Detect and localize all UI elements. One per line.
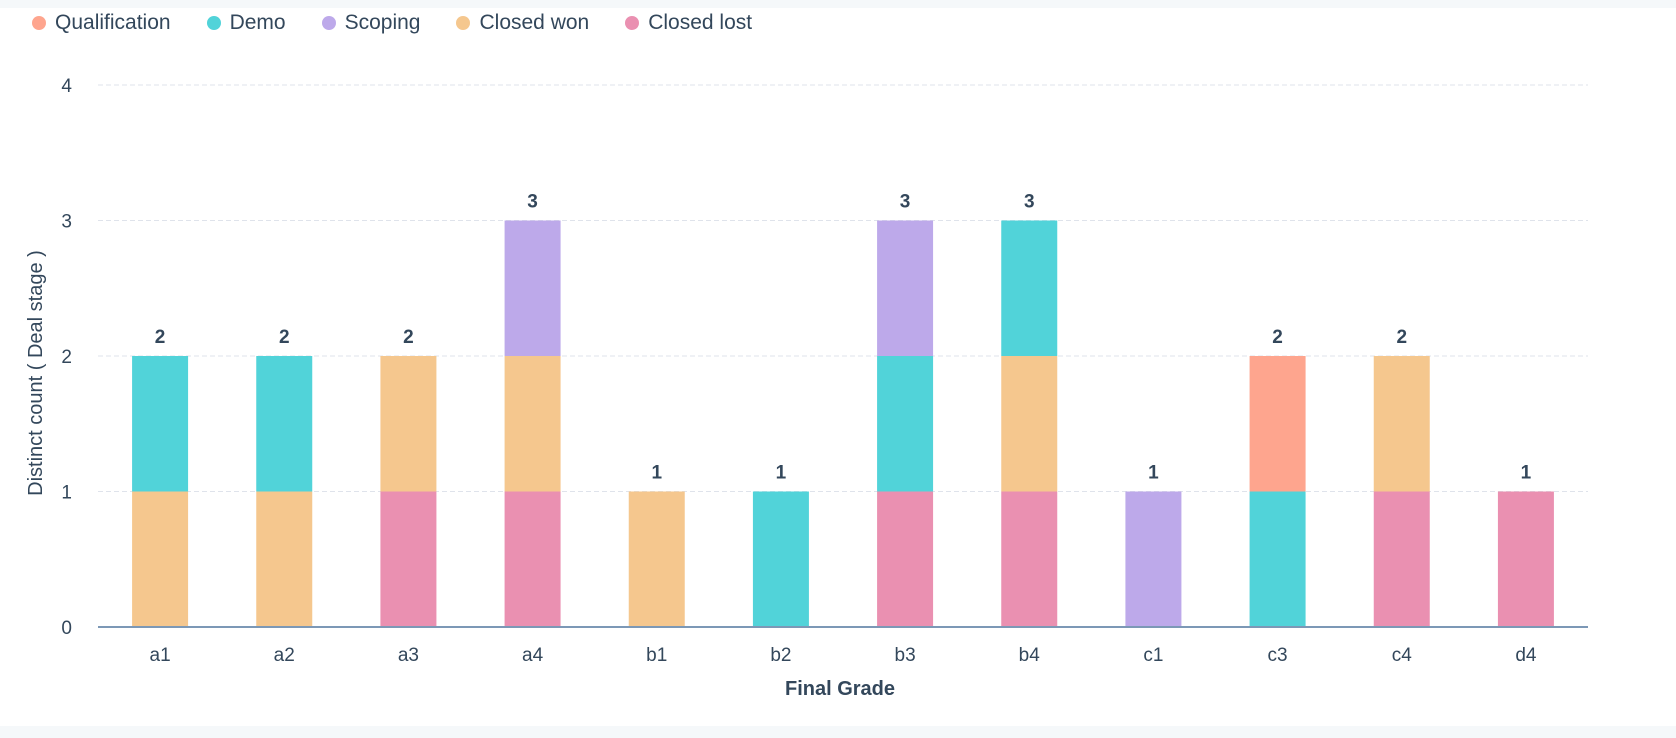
bar-total-label: 2	[279, 327, 290, 348]
bar-total-label: 1	[776, 463, 787, 484]
y-tick-label: 3	[61, 212, 72, 233]
bar-segment-b4-closed-lost	[1001, 491, 1058, 627]
bar-segment-b3-scoping	[877, 220, 934, 356]
bar-segment-c3-qualification	[1249, 356, 1306, 492]
bar-segment-a4-closed-lost	[504, 491, 561, 627]
bar-segment-a4-closed-won	[504, 356, 561, 492]
legend-dot-icon	[32, 16, 46, 30]
bar-segment-a2-closed-won	[256, 491, 313, 627]
bar-segment-a3-closed-won	[380, 356, 437, 492]
legend-item-demo[interactable]: Demo	[206, 11, 286, 35]
bar-segment-a1-demo	[132, 356, 189, 492]
bar-segment-d4-closed-lost	[1497, 491, 1554, 627]
bar-segment-a4-scoping	[504, 220, 561, 356]
legend-label: Demo	[229, 11, 286, 34]
bar-segment-b1-closed-won	[628, 491, 685, 627]
x-tick-label: c4	[1392, 645, 1413, 666]
bar-total-label: 2	[155, 327, 166, 348]
x-tick-label: c3	[1268, 645, 1288, 666]
bottom-border	[0, 726, 1676, 738]
chart-legend: Qualification Demo Scoping Closed won Closed…	[32, 8, 752, 38]
x-tick-label: b2	[770, 645, 791, 666]
x-tick-label: d4	[1515, 645, 1537, 666]
legend-label: Qualification	[55, 11, 171, 34]
bar-segment-a3-closed-lost	[380, 491, 437, 627]
bar-segment-b4-demo	[1001, 220, 1058, 356]
legend-item-qualification[interactable]: Qualification	[32, 11, 171, 35]
x-tick-label: a2	[274, 645, 295, 666]
legend-item-closed-lost[interactable]: Closed lost	[625, 11, 752, 35]
bar-total-label: 1	[1521, 463, 1532, 484]
legend-label: Scoping	[344, 11, 421, 34]
bar-segment-b3-closed-lost	[877, 491, 934, 627]
x-tick-label: c1	[1143, 645, 1163, 666]
legend-dot-icon	[206, 16, 221, 30]
legend-dot-icon	[625, 16, 640, 30]
x-tick-label: a3	[398, 645, 419, 666]
bar-total-label: 3	[900, 192, 911, 213]
y-axis-title: Distinct count ( Deal stage )	[25, 250, 47, 496]
legend-label: Closed lost	[648, 11, 753, 34]
x-tick-label: a1	[150, 645, 171, 666]
legend-label: Closed won	[479, 11, 590, 34]
bar-total-label: 2	[1272, 327, 1283, 348]
legend-item-closed-won[interactable]: Closed won	[456, 11, 589, 35]
y-tick-label: 2	[61, 347, 72, 368]
x-tick-label: b3	[895, 645, 916, 666]
x-tick-label: b1	[646, 645, 667, 666]
y-tick-label: 0	[61, 618, 72, 639]
bar-segment-c1-scoping	[1125, 491, 1182, 627]
bar-segment-b3-demo	[877, 356, 934, 492]
bar-total-label: 3	[1024, 192, 1035, 213]
bar-segment-b4-closed-won	[1001, 356, 1058, 492]
bar-segment-b2-demo	[752, 491, 809, 627]
bar-segment-c4-closed-won	[1373, 356, 1430, 492]
bar-segment-c3-demo	[1249, 491, 1306, 627]
bar-segment-c4-closed-lost	[1373, 491, 1430, 627]
y-tick-label: 1	[61, 483, 72, 504]
legend-dot-icon	[456, 16, 471, 30]
bar-total-label: 3	[527, 192, 538, 213]
bar-total-label: 2	[1396, 327, 1407, 348]
x-tick-label: b4	[1019, 645, 1041, 666]
legend-dot-icon	[321, 16, 336, 30]
x-tick-label: a4	[522, 645, 544, 666]
y-tick-label: 4	[61, 76, 72, 97]
bar-total-label: 2	[403, 327, 414, 348]
legend-item-scoping[interactable]: Scoping	[321, 11, 421, 35]
x-axis-title: Final Grade	[785, 678, 895, 700]
top-border	[0, 0, 1676, 8]
bar-total-label: 1	[651, 463, 662, 484]
bar-segment-a2-demo	[256, 356, 313, 492]
bar-total-label: 1	[1148, 463, 1159, 484]
bar-segment-a1-closed-won	[132, 491, 189, 627]
